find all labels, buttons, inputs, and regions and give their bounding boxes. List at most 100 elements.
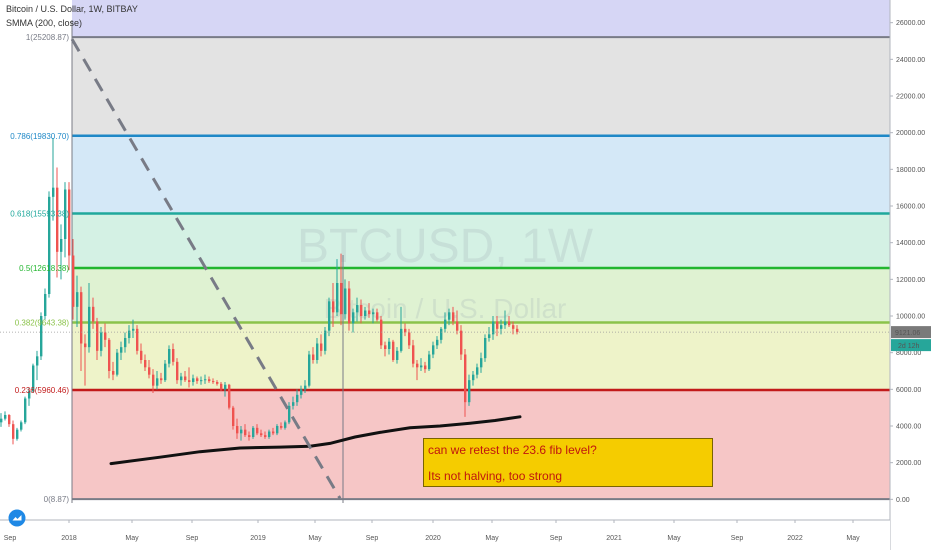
candle [180,372,183,386]
candle-body [28,391,31,399]
candle [348,281,351,331]
candle [316,338,319,364]
candle [16,427,19,441]
candle-body [408,332,411,346]
candle-body [460,330,463,355]
candle [344,279,347,320]
candle [96,317,99,360]
candle [24,396,27,425]
price-tick-label: 24000.00 [896,57,925,64]
trend-line [70,38,342,500]
candle-body [284,422,287,428]
candle-body [160,378,163,381]
candle-body [232,407,235,426]
price-tick-label: 12000.00 [896,277,925,284]
candle [208,376,211,383]
indicator-legend[interactable]: SMMA (200, close) [6,18,83,28]
candle-body [24,398,27,423]
candle [240,426,243,441]
candle [496,316,499,337]
candle [220,382,223,392]
fib-label: 0.786(19830.70) [10,132,69,141]
note-annotation[interactable]: can we retest the 23.6 fib level? Its no… [423,438,713,487]
candle [72,239,75,320]
candle-body [388,341,391,349]
candle-body [8,415,11,425]
candle-body [108,339,111,371]
time-tick-label: May [125,535,139,542]
candle-body [264,435,267,437]
candle [312,347,315,364]
candle [124,332,127,353]
candle [196,376,199,384]
time-tick-label: Sep [186,535,199,542]
candle [436,336,439,349]
candle-body [188,380,191,382]
candle [0,413,3,427]
candle [236,418,239,439]
candle-body [132,328,135,331]
candle-body [224,384,227,390]
candle-body [508,321,511,326]
candle-body [240,429,243,434]
candle [224,382,227,397]
candle-body [364,310,367,316]
candle [188,367,191,388]
candle [120,341,123,360]
candle-body [40,316,43,357]
candle-body [20,422,23,430]
candle-body [480,358,483,368]
candle [36,350,39,381]
candle-body [412,345,415,364]
countdown-label: 2d 12h [898,343,920,350]
candle-body [340,283,343,315]
candle-body [492,321,495,335]
candle [80,286,83,371]
candle-body [88,306,91,348]
candle-body [396,350,399,360]
candle [448,308,451,326]
candle-body [288,405,291,423]
candle [324,327,327,355]
candle-body [60,239,63,252]
candle [68,182,71,271]
candle [20,420,23,432]
fib-label: 0.382(9643.38) [15,319,70,328]
candle [360,299,363,324]
candle [116,349,119,377]
candle-body [168,349,171,364]
candle [504,310,507,329]
price-tick-label: 26000.00 [896,20,925,27]
candles [0,138,519,445]
candle-body [276,426,279,434]
time-tick-label: Sep [550,535,563,542]
fib-label: 0.618(15593.38) [10,209,69,218]
candle-body [128,330,131,338]
candle [396,347,399,364]
candle [352,308,355,333]
candle [292,396,295,410]
tradingview-cloud-icon[interactable] [8,509,26,527]
candle [432,341,435,359]
candle-body [136,328,139,351]
fib-band [72,267,890,323]
candle [420,358,423,371]
candle-body [32,365,35,392]
candle-body [352,312,355,324]
candle-body [156,378,159,386]
fib-lines [71,20,890,503]
candle-body [72,255,75,307]
price-tick-label: 14000.00 [896,240,925,247]
candle [476,363,479,379]
candle [452,306,455,326]
candle [288,402,291,425]
overlays [0,38,890,500]
candle [156,371,159,390]
candle-body [244,429,247,436]
candle-body [516,328,519,333]
fib-band [72,135,890,214]
candle [256,424,259,436]
candle-body [504,321,507,326]
left-margin [0,0,72,550]
